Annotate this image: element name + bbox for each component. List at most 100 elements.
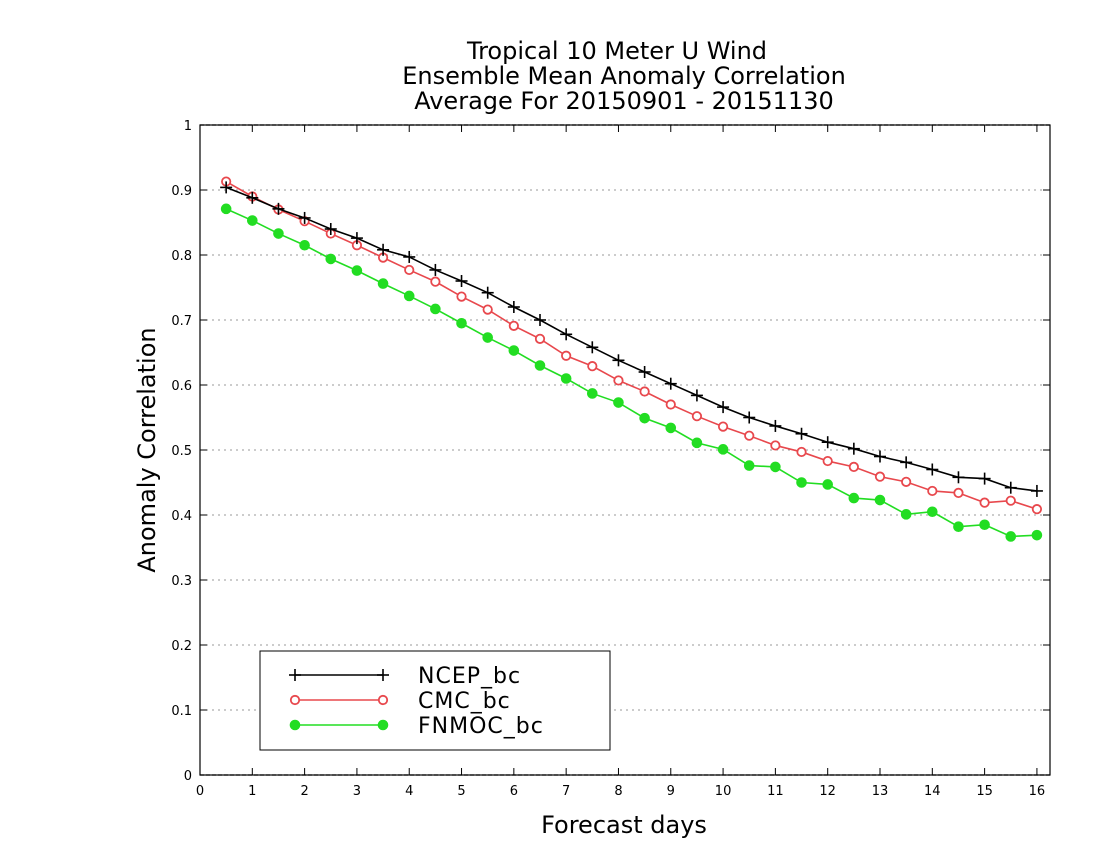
data-point-ncep-bc: [717, 401, 730, 414]
data-point-fnmoc-bc: [351, 265, 363, 276]
x-tick-label: 1: [248, 784, 256, 799]
data-point-fnmoc-bc: [848, 492, 860, 504]
x-tick-label: 0: [196, 784, 204, 799]
x-tick-label: 13: [872, 784, 889, 799]
data-point-cmc-bc: [482, 304, 493, 315]
axis-ticks: 00.10.20.30.40.50.60.70.80.910 1 2 3 4 5 6 7 8 9 1…: [171, 119, 1050, 799]
data-point-cmc-bc: [639, 386, 650, 397]
data-point-ncep-bc: [743, 411, 756, 424]
data-point-fnmoc-bc: [691, 437, 703, 449]
data-point-cmc-bc: [796, 446, 807, 458]
data-point-ncep-bc: [795, 427, 808, 440]
data-point-fnmoc-bc: [743, 460, 755, 471]
y-tick-label: 0.2: [171, 639, 192, 654]
data-point-cmc-bc: [613, 375, 624, 386]
data-point-fnmoc-bc: [665, 422, 677, 434]
series-line-fnmoc-bc: [225, 208, 1037, 538]
legend-item-cmc-bc: CMC_bc: [289, 689, 511, 714]
x-tick-label: 10: [715, 784, 732, 799]
data-point-ncep-bc: [926, 463, 939, 476]
data-point-ncep-bc: [403, 250, 416, 263]
data-point-fnmoc-bc: [796, 477, 807, 488]
data-point-fnmoc-bc: [927, 506, 938, 518]
y-tick-label: 0.9: [171, 184, 192, 199]
legend-marker-cmc-bc: [289, 694, 301, 706]
legend-label-cmc-bc: CMC_bc: [418, 689, 511, 714]
data-point-fnmoc-bc: [403, 290, 415, 302]
data-point-fnmoc-bc: [900, 509, 912, 520]
y-tick-label: 0.5: [171, 444, 192, 459]
data-point-ncep-bc: [847, 442, 860, 455]
data-point-ncep-bc: [429, 263, 442, 276]
data-point-cmc-bc: [430, 276, 441, 287]
y-tick-label: 0.7: [171, 314, 192, 329]
series-ncep-bc: [220, 181, 1043, 497]
x-tick-label: 15: [976, 784, 993, 799]
data-point-ncep-bc: [298, 211, 311, 224]
data-point-fnmoc-bc: [299, 239, 310, 251]
x-tick-label: 9: [667, 784, 675, 799]
series-line-cmc-bc: [225, 180, 1038, 510]
legend-marker-cmc-bc: [377, 694, 389, 706]
data-point-cmc-bc: [1031, 504, 1043, 515]
data-point-fnmoc-bc: [1031, 529, 1043, 541]
data-point-fnmoc-bc: [979, 519, 990, 531]
data-point-fnmoc-bc: [482, 332, 493, 343]
x-tick-label: 6: [510, 784, 518, 799]
data-point-cmc-bc: [587, 361, 598, 372]
legend-label-ncep-bc: NCEP_bc: [418, 664, 521, 689]
data-point-ncep-bc: [900, 456, 913, 469]
data-point-fnmoc-bc: [273, 228, 284, 239]
data-point-ncep-bc: [638, 366, 651, 378]
data-point-fnmoc-bc: [874, 494, 886, 506]
data-point-cmc-bc: [561, 350, 572, 361]
data-point-ncep-bc: [664, 377, 677, 390]
data-point-ncep-bc: [455, 275, 468, 287]
y-tick-label: 0: [184, 769, 192, 784]
legend-item-fnmoc-bc: FNMOC_bc: [289, 714, 544, 739]
x-tick-label: 14: [924, 784, 941, 799]
legend-label-fnmoc-bc: FNMOC_bc: [418, 714, 544, 739]
data-point-ncep-bc: [220, 181, 233, 194]
legend-marker-fnmoc-bc: [377, 719, 389, 731]
data-point-fnmoc-bc: [456, 317, 467, 329]
x-tick-label: 16: [1029, 784, 1046, 799]
x-tick-label: 4: [405, 784, 413, 799]
y-tick-label: 0.8: [171, 249, 192, 264]
data-point-fnmoc-bc: [822, 479, 833, 490]
data-point-fnmoc-bc: [1005, 531, 1017, 542]
data-point-cmc-bc: [848, 461, 859, 472]
data-point-ncep-bc: [690, 389, 703, 402]
data-point-ncep-bc: [350, 232, 363, 245]
data-point-ncep-bc: [507, 301, 520, 313]
grid-lines: [200, 189, 1050, 711]
data-point-cmc-bc: [874, 471, 886, 482]
data-point-cmc-bc: [979, 497, 990, 508]
data-point-cmc-bc: [534, 333, 546, 344]
data-point-ncep-bc: [1004, 481, 1017, 494]
data-point-ncep-bc: [952, 471, 965, 484]
data-point-cmc-bc: [822, 455, 833, 467]
data-point-fnmoc-bc: [717, 444, 729, 455]
y-tick-label: 0.4: [171, 509, 192, 524]
series-fnmoc-bc: [220, 203, 1043, 542]
y-tick-label: 0.3: [171, 574, 192, 589]
y-tick-label: 1: [184, 119, 192, 134]
data-point-ncep-bc: [481, 286, 494, 299]
data-point-fnmoc-bc: [247, 215, 258, 226]
data-point-cmc-bc: [717, 421, 729, 432]
data-point-ncep-bc: [1030, 484, 1043, 497]
data-point-ncep-bc: [272, 202, 285, 215]
data-point-ncep-bc: [821, 436, 834, 449]
y-axis-label: Anomaly Correlation: [133, 327, 161, 572]
data-point-ncep-bc: [560, 328, 573, 341]
series-cmc-bc: [221, 176, 1043, 515]
y-tick-label: 0.6: [171, 379, 192, 394]
data-point-fnmoc-bc: [508, 345, 520, 356]
x-tick-label: 8: [614, 784, 622, 799]
x-tick-label: 2: [300, 784, 308, 799]
series-group: [220, 176, 1043, 542]
data-point-fnmoc-bc: [613, 397, 624, 408]
data-point-fnmoc-bc: [220, 203, 232, 215]
